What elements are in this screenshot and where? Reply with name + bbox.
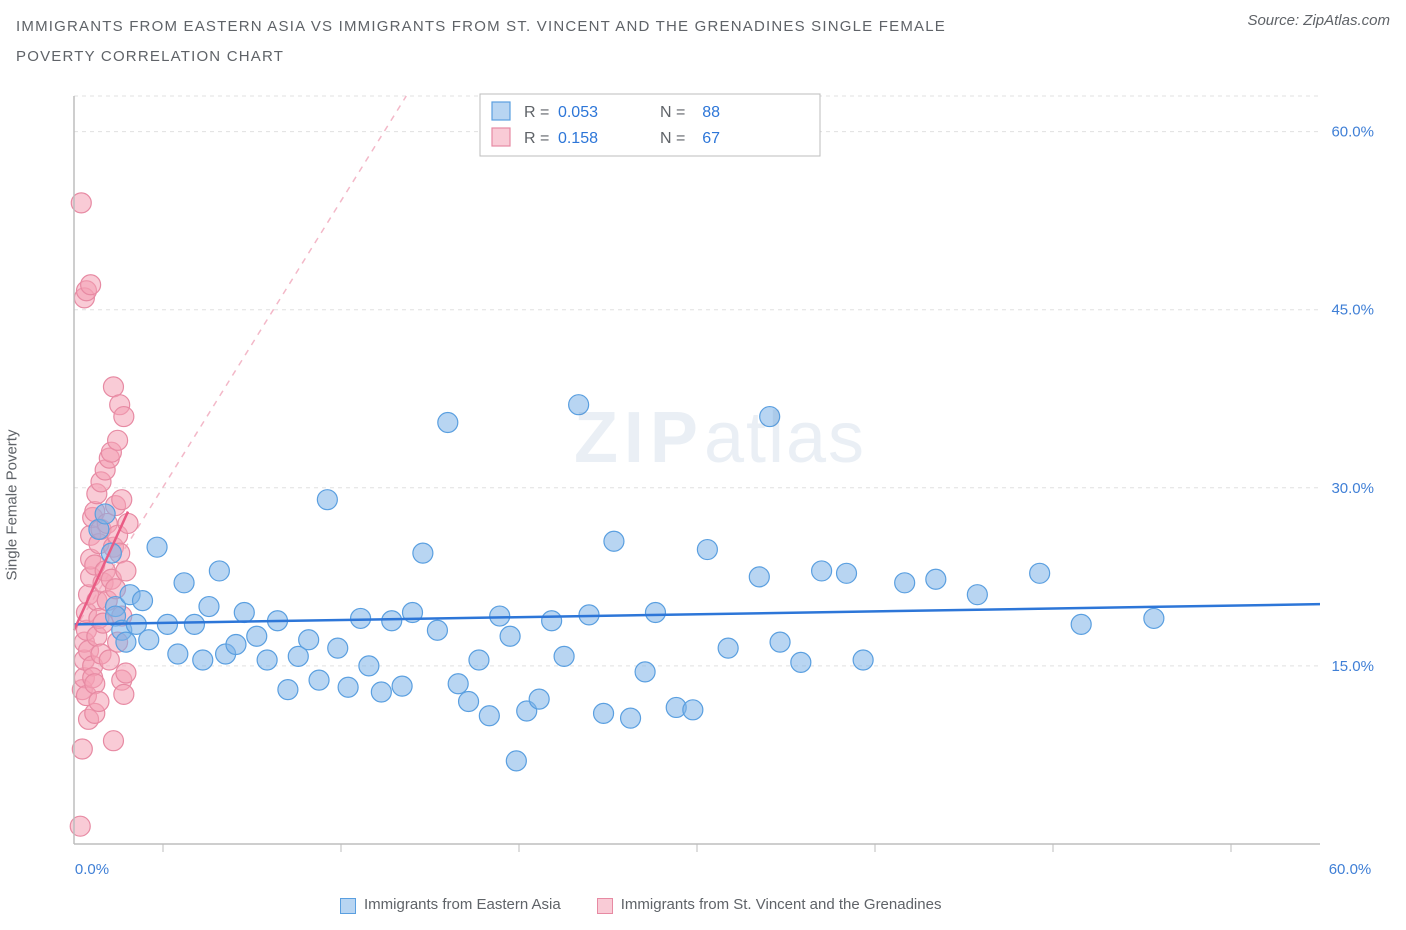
chart-title: IMMIGRANTS FROM EASTERN ASIA VS IMMIGRAN… [16, 12, 1016, 72]
chart-source: Source: ZipAtlas.com [1247, 12, 1390, 29]
legend-label-blue: Immigrants from Eastern Asia [364, 896, 561, 913]
svg-text:30.0%: 30.0% [1331, 480, 1374, 497]
legend-bottom: Immigrants from Eastern Asia Immigrants … [60, 890, 1380, 920]
legend-label-pink: Immigrants from St. Vincent and the Gren… [621, 896, 942, 913]
svg-text:45.0%: 45.0% [1331, 302, 1374, 319]
svg-text:N =: N = [660, 130, 685, 147]
svg-text:60.0%: 60.0% [1331, 124, 1374, 141]
svg-text:0.0%: 0.0% [75, 861, 109, 878]
svg-text:60.0%: 60.0% [1329, 861, 1372, 878]
y-axis-label: Single Female Poverty [4, 430, 21, 581]
legend-swatch-blue [340, 898, 356, 914]
svg-text:88: 88 [702, 104, 720, 121]
plot-area: ZIPatlas 15.0%30.0%45.0%60.0%0.0%60.0%R … [60, 90, 1380, 880]
legend-item-pink: Immigrants from St. Vincent and the Gren… [597, 896, 942, 913]
chart-header: IMMIGRANTS FROM EASTERN ASIA VS IMMIGRAN… [16, 12, 1390, 72]
chart-svg: 15.0% 30.0% 45.0% 60.0% 0.0% 60.0% R = 0.053 N =… [60, 90, 1380, 880]
legend-swatch-pink [597, 898, 613, 914]
legend-item-blue: Immigrants from Eastern Asia [340, 896, 561, 913]
svg-text:15.0%: 15.0% [1331, 658, 1374, 675]
svg-text:R =: R = [524, 130, 549, 147]
chart-container: Single Female Poverty ZIPatlas 15.0%30.0… [16, 90, 1390, 920]
svg-text:0.053: 0.053 [558, 104, 598, 121]
svg-text:67: 67 [702, 130, 720, 147]
svg-text:0.158: 0.158 [558, 130, 598, 147]
svg-text:N =: N = [660, 104, 685, 121]
svg-text:R =: R = [524, 104, 549, 121]
